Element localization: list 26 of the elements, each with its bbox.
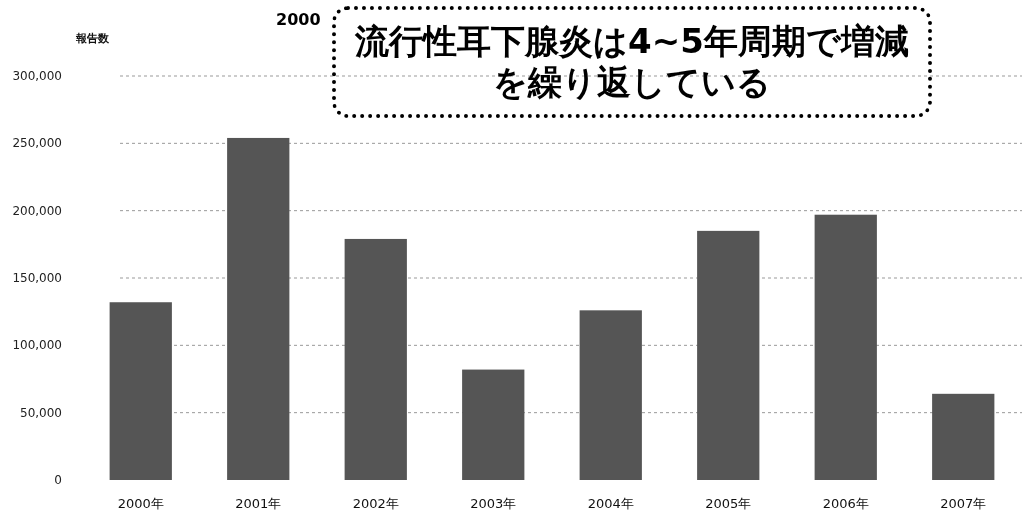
text: 2000 xyxy=(276,10,321,29)
x-tick-label: 2002年 xyxy=(352,496,399,511)
bar xyxy=(109,302,172,480)
y-tick-label: 150,000 xyxy=(12,271,62,285)
bar xyxy=(932,393,995,480)
x-tick-label: 2004年 xyxy=(587,496,634,511)
x-tick-label: 2000年 xyxy=(117,496,164,511)
x-tick-label: 2005年 xyxy=(705,496,752,511)
bar xyxy=(462,369,525,480)
y-tick-label: 250,000 xyxy=(12,136,62,151)
chart-title: 流行性耳下腺炎は4~5年周期で増減を繰り返している xyxy=(332,6,932,118)
y-tick-label: 50,000 xyxy=(20,405,62,420)
x-tick-label: 2001年 xyxy=(235,496,282,511)
y-tick-label: 200,000 xyxy=(12,203,62,218)
bar xyxy=(227,137,290,480)
bar xyxy=(579,310,642,480)
y-tick-label: 300,000 xyxy=(12,69,62,83)
x-tick-label: 2003年 xyxy=(470,496,517,511)
x-tick-label: 2006年 xyxy=(822,496,869,511)
y-tick-label: 0 xyxy=(54,473,62,487)
x-tick-label: 2007年 xyxy=(940,496,987,511)
bar xyxy=(697,230,760,480)
y-tick-label: 100,000 xyxy=(12,338,62,353)
bar xyxy=(344,238,407,480)
y-axis-title: 報告数 xyxy=(74,32,110,45)
bar xyxy=(814,214,877,480)
